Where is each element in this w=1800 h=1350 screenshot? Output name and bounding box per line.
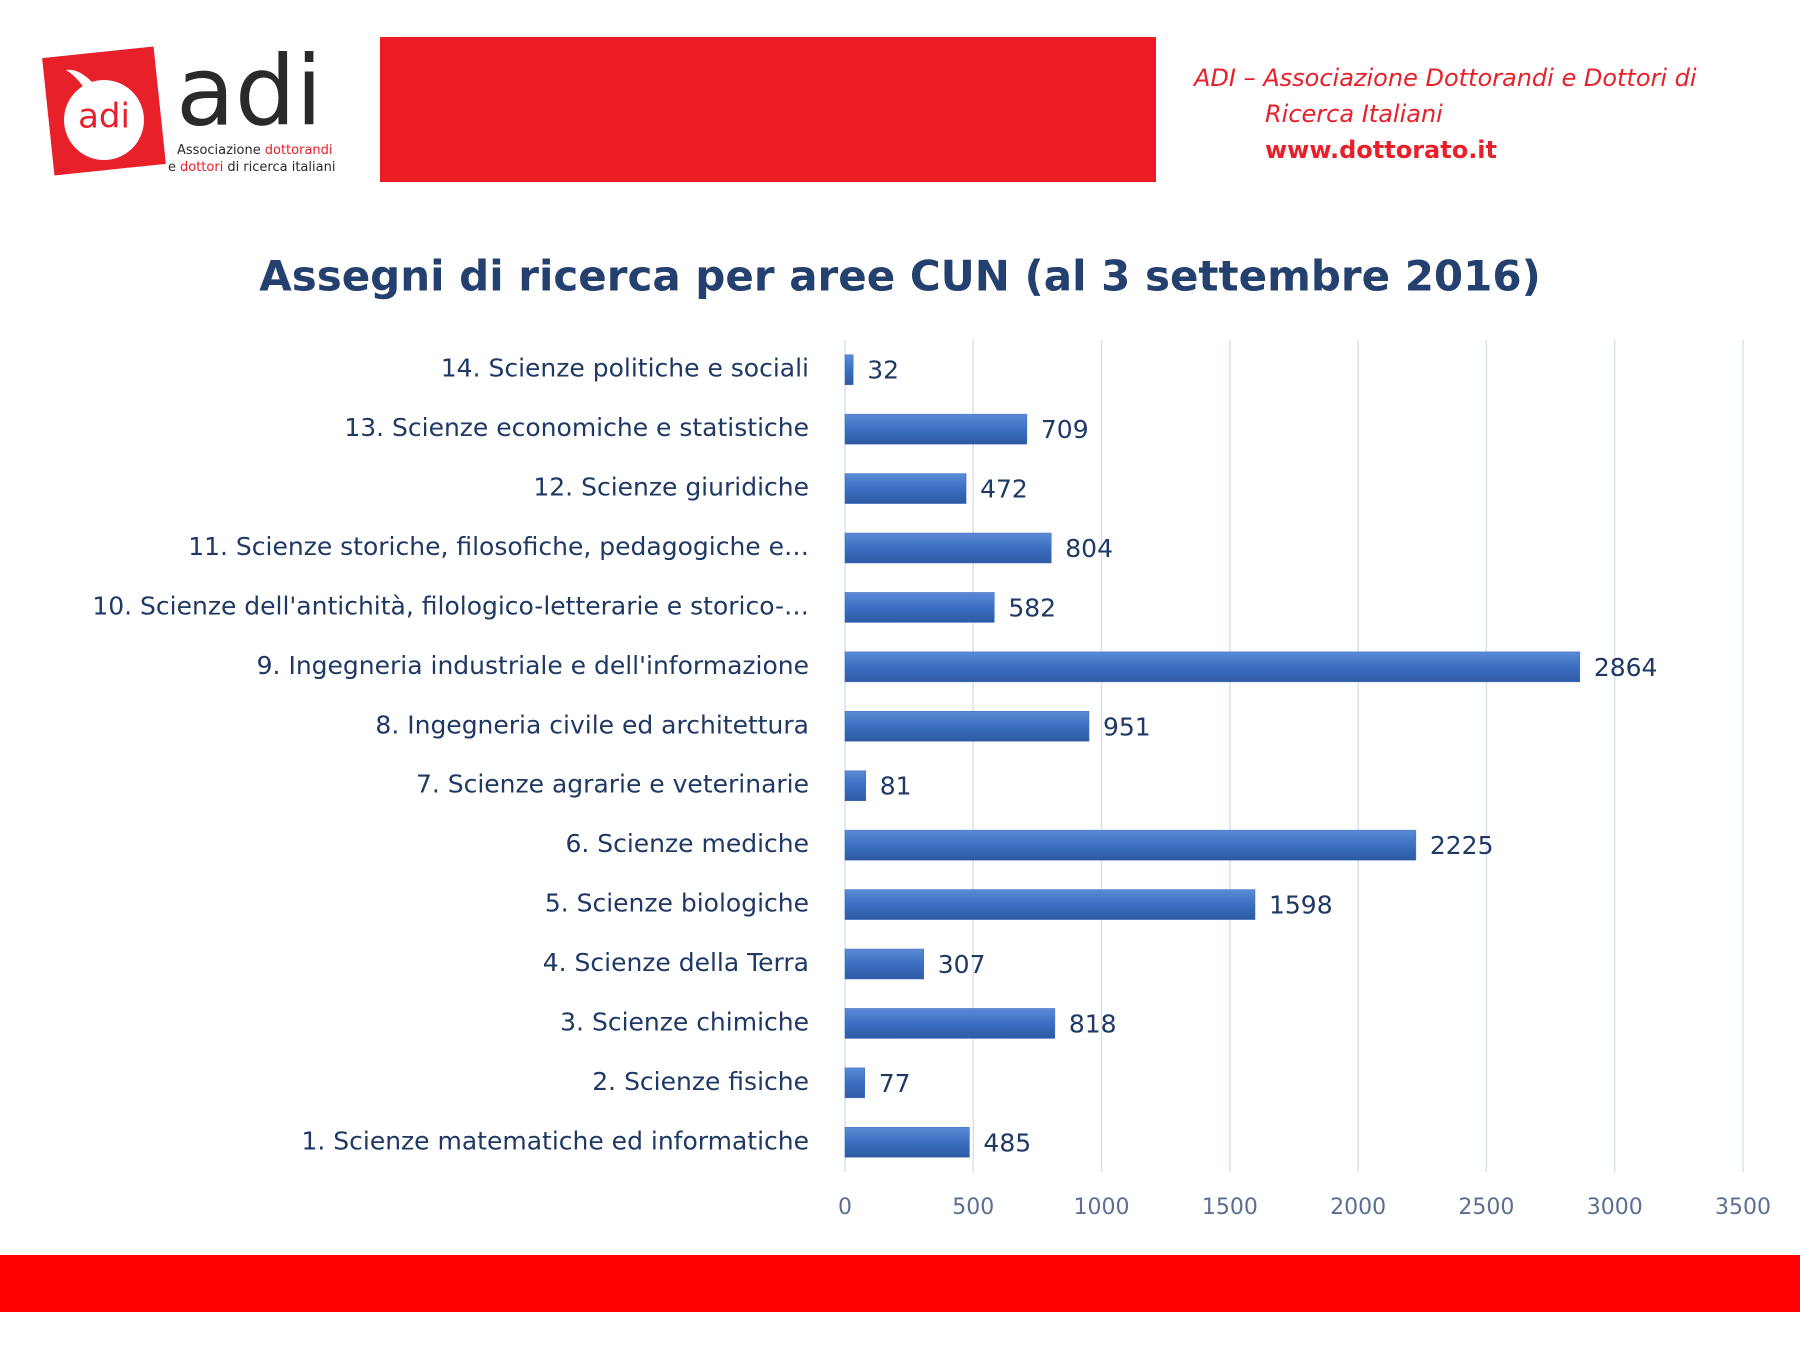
- x-tick-label: 2500: [1458, 1195, 1514, 1220]
- bar: [844, 592, 995, 623]
- y-tick-label: 12. Scienze giuridiche: [533, 473, 809, 502]
- value-label: 2864: [1594, 653, 1658, 682]
- bar: [844, 1008, 1056, 1039]
- value-label: 307: [938, 950, 986, 979]
- y-tick-label: 7. Scienze agrarie e veterinarie: [416, 770, 809, 799]
- x-tick-label: 0: [838, 1195, 852, 1220]
- value-label: 818: [1069, 1009, 1117, 1038]
- value-label: 709: [1041, 415, 1089, 444]
- value-label: 951: [1103, 712, 1151, 741]
- y-tick-label: 6. Scienze mediche: [565, 829, 809, 858]
- value-label: 77: [879, 1069, 911, 1098]
- org-url: www.dottorato.it: [1265, 136, 1497, 164]
- value-label: 582: [1008, 593, 1056, 622]
- value-label: 804: [1065, 534, 1113, 563]
- bar: [844, 354, 854, 385]
- logo-tagline: Associazione dottorandi: [177, 143, 333, 158]
- value-label: 485: [983, 1128, 1031, 1157]
- logo-tagline: e dottori di ricerca italiani: [168, 160, 335, 175]
- y-tick-label: 9. Ingegneria industriale e dell'informa…: [257, 651, 809, 680]
- bar: [844, 1127, 970, 1158]
- y-tick-label: 13. Scienze economiche e statistiche: [344, 413, 809, 442]
- value-label: 472: [980, 475, 1028, 504]
- y-tick-label: 4. Scienze della Terra: [543, 948, 809, 977]
- value-label: 2225: [1430, 831, 1494, 860]
- value-label: 81: [880, 772, 912, 801]
- logo-word: adi: [176, 35, 322, 147]
- org-name: Ricerca Italiani: [1265, 100, 1443, 128]
- bar: [844, 473, 967, 504]
- y-tick-label: 8. Ingegneria civile ed architettura: [375, 710, 809, 739]
- x-tick-label: 1500: [1202, 1195, 1258, 1220]
- bar: [844, 532, 1052, 564]
- logo-apple: [64, 80, 144, 160]
- y-tick-label: 2. Scienze fisiche: [592, 1067, 809, 1096]
- bar: [844, 829, 1417, 861]
- org-name: ADI – Associazione Dottorandi e Dottori …: [1192, 64, 1697, 92]
- bar: [844, 651, 1581, 683]
- value-label: 1598: [1269, 891, 1333, 920]
- bar: [844, 711, 1090, 742]
- y-tick-label: 5. Scienze biologiche: [545, 889, 809, 918]
- x-tick-label: 3500: [1715, 1195, 1771, 1220]
- x-tick-label: 3000: [1587, 1195, 1643, 1220]
- y-tick-label: 14. Scienze politiche e sociali: [441, 354, 809, 383]
- chart-title: Assegni di ricerca per aree CUN (al 3 se…: [259, 252, 1541, 301]
- x-tick-label: 500: [952, 1195, 994, 1220]
- bar: [844, 1067, 866, 1099]
- logo-mark: adi: [78, 97, 130, 137]
- value-label: 32: [867, 356, 899, 385]
- y-tick-label: 3. Scienze chimiche: [560, 1007, 809, 1036]
- logo: adi adi Associazione dottorandi e dottori d…: [42, 35, 335, 176]
- logo-leaf: [66, 69, 92, 88]
- y-tick-label: 10. Scienze dell'antichità, filologico-l…: [92, 591, 809, 620]
- bar: [844, 948, 925, 980]
- y-tick-label: 1. Scienze matematiche ed informatiche: [301, 1126, 809, 1155]
- bar: [844, 770, 867, 801]
- x-tick-label: 1000: [1074, 1195, 1130, 1220]
- header-banner: [380, 37, 1156, 182]
- x-tick-label: 2000: [1330, 1195, 1386, 1220]
- footer-band: [0, 1255, 1800, 1312]
- bar: [844, 889, 1256, 920]
- y-tick-label: 11. Scienze storiche, filosofiche, pedag…: [188, 532, 809, 561]
- bar: [844, 413, 1028, 445]
